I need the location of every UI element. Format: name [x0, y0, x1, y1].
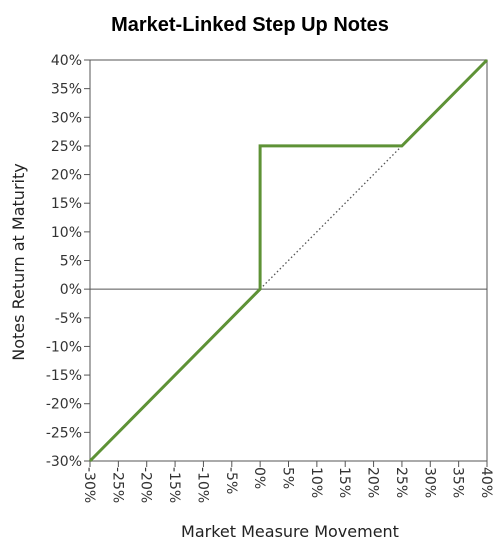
x-tick-label: -20% [138, 467, 154, 503]
x-tick-label: 10% [308, 467, 324, 498]
x-tick-label: -30% [81, 467, 97, 503]
y-tick-label: 35% [51, 82, 82, 98]
x-tick-label: 20% [365, 467, 381, 498]
y-tick-label: -10% [46, 339, 82, 355]
x-tick-label: 35% [450, 467, 466, 498]
y-tick-label: 5% [60, 254, 82, 270]
payoff-line [88, 58, 489, 463]
y-tick-label: -15% [46, 368, 82, 384]
y-tick-label: 40% [51, 53, 82, 69]
y-tick-label: 0% [60, 282, 82, 298]
x-tick-label: 25% [393, 467, 409, 498]
y-tick-label: -20% [46, 397, 82, 413]
x-tick-label: -10% [194, 467, 210, 503]
y-tick-label: -30% [46, 454, 82, 470]
x-tick-label: 30% [421, 467, 437, 498]
x-tick-label: 15% [336, 467, 352, 498]
y-tick-label: 20% [51, 168, 82, 184]
x-axis-label: Market Measure Movement [181, 522, 399, 537]
x-tick-label: 40% [478, 467, 494, 498]
data-series [88, 58, 489, 463]
x-tick-label: -5% [223, 467, 239, 494]
chart-title: Market-Linked Step Up Notes [111, 14, 389, 36]
y-tick-label: 10% [51, 225, 82, 241]
x-tick-label: 0% [251, 467, 267, 489]
y-axis-label: Notes Return at Maturity [9, 163, 28, 360]
x-tick-label: 5% [280, 467, 296, 489]
reference-line [259, 145, 403, 290]
x-tick-label: -15% [166, 467, 182, 503]
y-tick-label: 30% [51, 110, 82, 126]
x-tick-label: -25% [109, 467, 125, 503]
y-tick-label: -5% [55, 311, 82, 327]
axis-ticks: 40% 35% 30% 25% 20% 15% 10% 5% 0% -5% -10% -15% -20%… [46, 53, 494, 503]
y-tick-label: 15% [51, 196, 82, 212]
y-tick-label: -25% [46, 425, 82, 441]
y-tick-label: 25% [51, 139, 82, 155]
